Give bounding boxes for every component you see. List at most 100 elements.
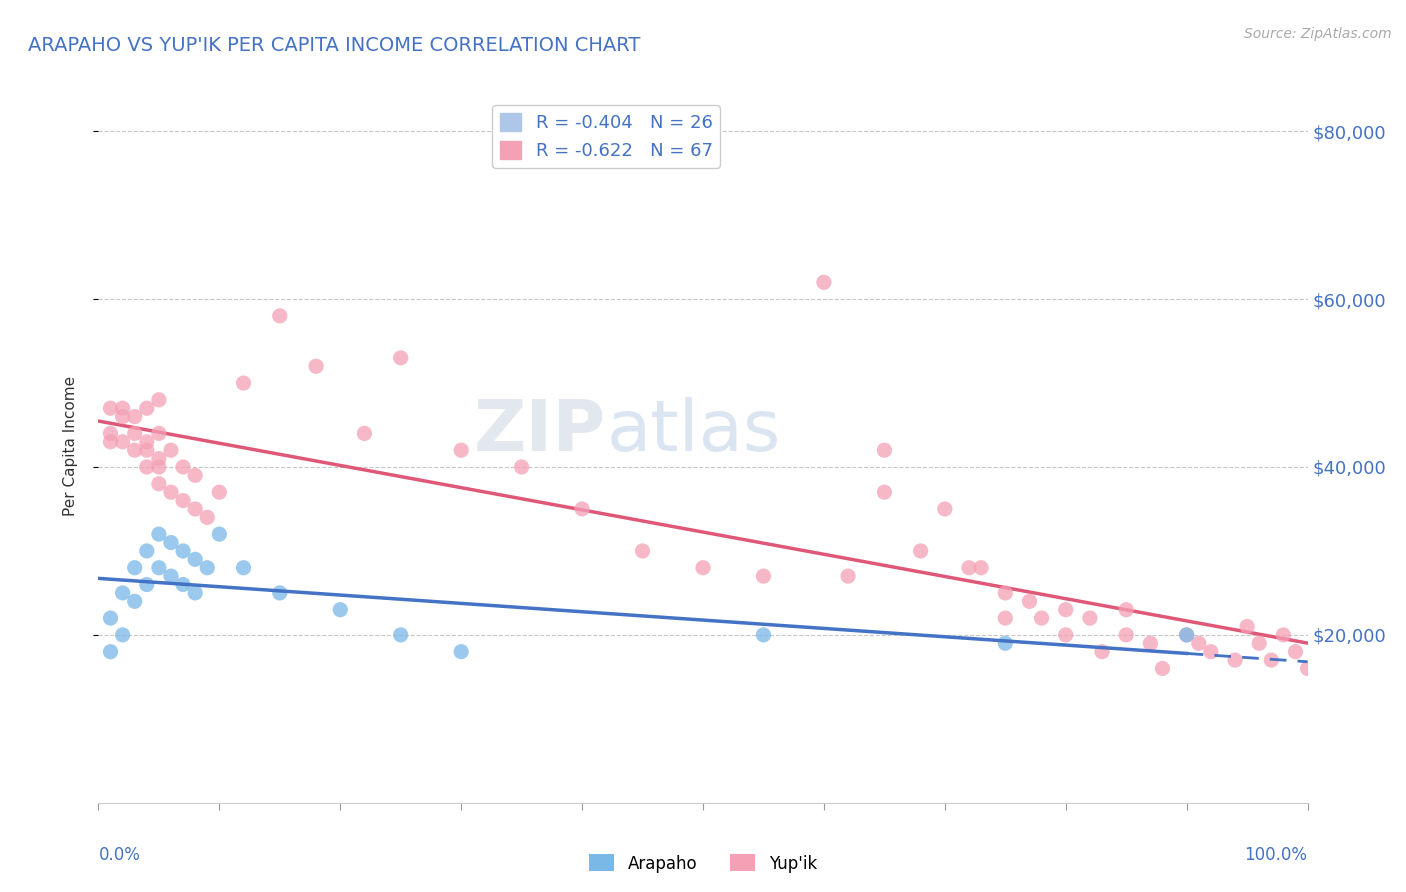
Legend: Arapaho, Yup'ik: Arapaho, Yup'ik	[582, 847, 824, 880]
Point	[124, 594, 146, 608]
Point	[1139, 636, 1161, 650]
Point	[111, 628, 134, 642]
Point	[305, 359, 328, 374]
Point	[135, 443, 157, 458]
Point	[100, 645, 122, 659]
Point	[124, 560, 146, 574]
Point	[1296, 661, 1319, 675]
Text: atlas: atlas	[606, 397, 780, 467]
Point	[148, 476, 170, 491]
Point	[1054, 628, 1077, 642]
Point	[1175, 628, 1198, 642]
Text: 0.0%: 0.0%	[98, 846, 141, 863]
Point	[994, 611, 1017, 625]
Point	[208, 485, 231, 500]
Point	[172, 460, 194, 475]
Point	[1199, 645, 1222, 659]
Point	[957, 560, 980, 574]
Point	[172, 544, 194, 558]
Point	[510, 460, 533, 475]
Text: ZIP: ZIP	[474, 397, 606, 467]
Point	[160, 535, 183, 549]
Point	[450, 645, 472, 659]
Point	[1284, 645, 1306, 659]
Point	[1018, 594, 1040, 608]
Point	[111, 409, 134, 424]
Point	[910, 544, 932, 558]
Point	[450, 443, 472, 458]
Point	[934, 502, 956, 516]
Point	[1115, 603, 1137, 617]
Point	[148, 426, 170, 441]
Point	[1078, 611, 1101, 625]
Point	[195, 560, 218, 574]
Point	[111, 401, 134, 416]
Point	[124, 426, 146, 441]
Legend: R = -0.404   N = 26, R = -0.622   N = 67: R = -0.404 N = 26, R = -0.622 N = 67	[492, 105, 720, 168]
Point	[124, 443, 146, 458]
Point	[148, 560, 170, 574]
Point	[1175, 628, 1198, 642]
Point	[184, 586, 207, 600]
Point	[1260, 653, 1282, 667]
Point	[232, 376, 254, 390]
Point	[813, 275, 835, 289]
Point	[135, 577, 157, 591]
Point	[135, 544, 157, 558]
Point	[100, 401, 122, 416]
Point	[389, 351, 412, 365]
Point	[1031, 611, 1053, 625]
Point	[148, 451, 170, 466]
Point	[160, 485, 183, 500]
Point	[172, 577, 194, 591]
Point	[1054, 603, 1077, 617]
Text: 100.0%: 100.0%	[1244, 846, 1308, 863]
Point	[111, 586, 134, 600]
Point	[353, 426, 375, 441]
Point	[571, 502, 593, 516]
Point	[184, 468, 207, 483]
Point	[111, 434, 134, 449]
Point	[873, 443, 896, 458]
Point	[1249, 636, 1271, 650]
Point	[994, 636, 1017, 650]
Point	[184, 552, 207, 566]
Point	[752, 628, 775, 642]
Point	[389, 628, 412, 642]
Point	[160, 443, 183, 458]
Point	[135, 434, 157, 449]
Point	[100, 434, 122, 449]
Point	[100, 426, 122, 441]
Point	[195, 510, 218, 524]
Point	[269, 586, 291, 600]
Point	[135, 460, 157, 475]
Point	[124, 409, 146, 424]
Point	[1152, 661, 1174, 675]
Point	[1272, 628, 1295, 642]
Point	[970, 560, 993, 574]
Point	[1223, 653, 1246, 667]
Point	[994, 586, 1017, 600]
Point	[329, 603, 352, 617]
Point	[269, 309, 291, 323]
Point	[1188, 636, 1211, 650]
Point	[148, 527, 170, 541]
Point	[1115, 628, 1137, 642]
Point	[208, 527, 231, 541]
Point	[148, 460, 170, 475]
Point	[232, 560, 254, 574]
Point	[631, 544, 654, 558]
Point	[100, 611, 122, 625]
Text: Source: ZipAtlas.com: Source: ZipAtlas.com	[1244, 27, 1392, 41]
Point	[184, 502, 207, 516]
Point	[752, 569, 775, 583]
Point	[1236, 619, 1258, 633]
Point	[873, 485, 896, 500]
Point	[692, 560, 714, 574]
Point	[160, 569, 183, 583]
Point	[1091, 645, 1114, 659]
Point	[148, 392, 170, 407]
Point	[837, 569, 859, 583]
Text: ARAPAHO VS YUP'IK PER CAPITA INCOME CORRELATION CHART: ARAPAHO VS YUP'IK PER CAPITA INCOME CORR…	[28, 36, 641, 54]
Y-axis label: Per Capita Income: Per Capita Income	[63, 376, 77, 516]
